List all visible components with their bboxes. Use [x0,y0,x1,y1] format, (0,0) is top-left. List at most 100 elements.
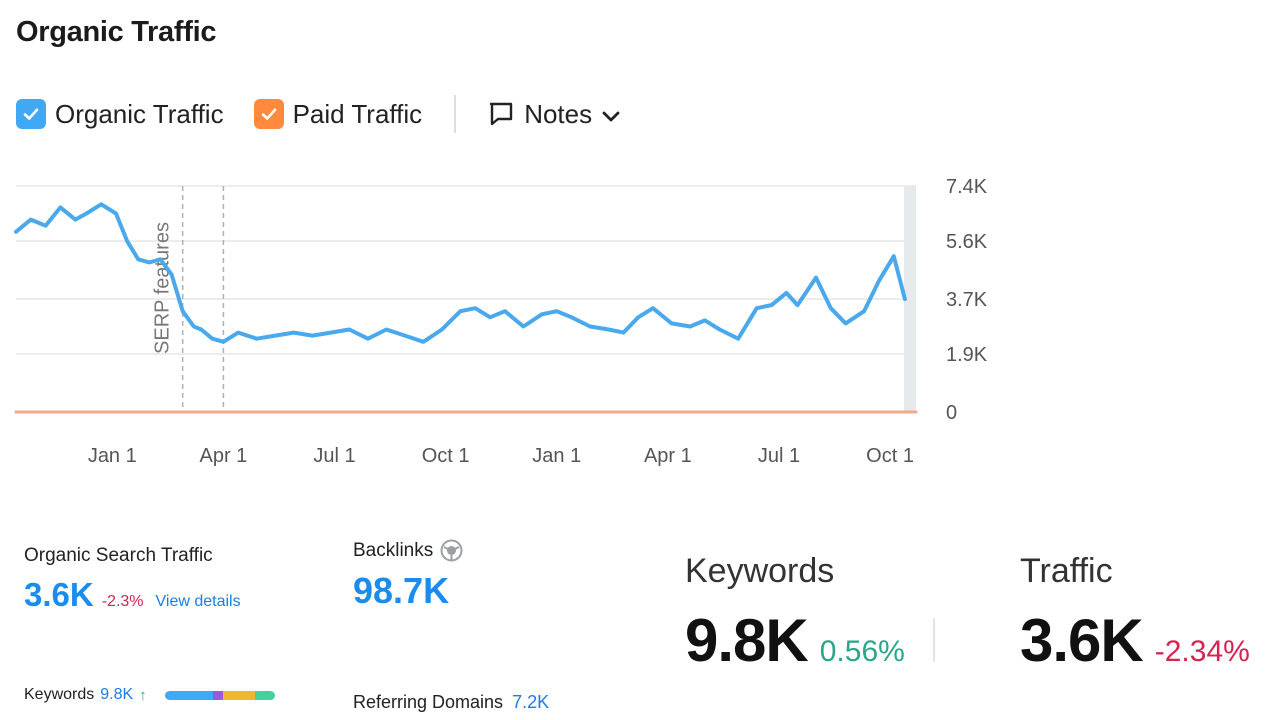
organic-traffic-point [199,327,203,332]
keywords-big-delta: 0.56% [819,635,905,668]
chart-legend: Organic Traffic Paid Traffic Notes [16,94,622,134]
legend-divider [454,95,457,133]
organic-traffic-point [236,330,240,335]
x-tick-label: Oct 1 [866,445,914,467]
check-icon [23,108,39,120]
traffic-big-delta: -2.34% [1154,635,1250,668]
chart-right-edge-band [904,186,916,412]
annotation-label: SERP features [152,222,174,354]
metric-separator [933,618,935,662]
keywords-small-value[interactable]: 9.8K [100,686,134,703]
keywords-summary: Keywords 9.8K ↑ [24,686,275,704]
referring-domains-value[interactable]: 7.2K [512,692,550,712]
organic-search-traffic-row: 3.6K -2.3% View details [24,576,241,614]
organic-traffic-point [784,291,788,295]
keywords-big-value: 9.8K [685,607,809,674]
x-tick-label: Jul 1 [758,445,800,467]
organic-traffic-point [99,202,103,206]
keyword-bar-segment [254,690,275,700]
note-icon [489,102,513,126]
backlinks-label: Backlinks [353,539,434,561]
x-tick-label: Oct 1 [422,445,470,467]
organic-traffic-point [255,337,259,341]
paid-traffic-checkbox[interactable] [253,99,284,129]
organic-traffic-point [651,306,655,310]
organic-traffic-point [221,340,226,344]
x-tick-label: Jul 1 [313,445,355,467]
organic-traffic-point [862,309,866,313]
organic-traffic-point [310,334,314,338]
organic-traffic-point [636,315,640,319]
referring-domains: Referring Domains 7.2K [353,692,549,713]
organic-traffic-chart[interactable]: SERP features 0 1.9K 3.7K 5.6K 7.4K Jan 1 Apr… [0,170,1040,480]
x-tick-label: Apr 1 [200,445,248,467]
notes-label: Notes [524,98,593,129]
organic-traffic-point [769,303,774,307]
x-axis-ticks: Jan 1 Apr 1 Jul 1 Oct 1 Jan 1 Apr 1 Jul 1 Oct 1 [88,445,914,467]
check-icon [261,108,276,120]
page-title: Organic Traffic [16,16,217,48]
organic-traffic-point [903,297,907,301]
organic-traffic-point [795,303,800,307]
organic-traffic-point [569,315,574,319]
keywords-big-row: 9.8K 0.56% [685,606,905,675]
chart-series [14,202,918,414]
organic-traffic-point [210,337,214,341]
paid-traffic-label: Paid Traffic [292,98,423,129]
organic-traffic-point [384,327,388,332]
keyword-distribution-bar [164,690,275,700]
organic-traffic-point [718,327,722,332]
organic-traffic-point [473,306,477,310]
organic-traffic-point [403,334,407,338]
organic-search-traffic-delta: -2.3% [101,593,144,610]
organic-traffic-point [84,211,88,216]
organic-traffic-point [192,324,196,329]
traffic-big-row: 3.6K -2.34% [1020,606,1250,675]
view-details-link[interactable]: View details [155,593,241,610]
paid-traffic-toggle[interactable]: Paid Traffic [253,98,423,130]
keywords-big-label: Keywords [685,552,835,590]
organic-traffic-point [606,327,611,332]
backlinks-info-icon[interactable] [439,538,464,563]
organic-traffic-point [458,309,463,313]
y-axis-ticks: 0 1.9K 3.7K 5.6K 7.4K [946,176,988,424]
organic-traffic-point [366,337,370,341]
organic-traffic-point [621,330,626,335]
organic-traffic-point [147,260,151,264]
organic-traffic-point [273,334,277,338]
y-tick-label: 7.4K [946,176,988,198]
organic-traffic-point [421,340,426,344]
organic-traffic-point [877,279,881,283]
organic-traffic-point [169,272,174,277]
notes-dropdown[interactable]: Notes [486,99,622,130]
organic-traffic-point [136,257,140,261]
organic-traffic-point [844,321,848,326]
organic-traffic-point [29,217,33,222]
organic-traffic-toggle[interactable]: Organic Traffic [16,99,224,130]
organic-search-traffic-value: 3.6K [24,576,94,613]
organic-traffic-point [158,257,163,261]
keyword-bar-segment [213,690,223,700]
organic-traffic-point [755,306,759,310]
organic-traffic-point [688,324,692,329]
traffic-big-label: Traffic [1020,552,1113,590]
organic-traffic-point [58,205,63,209]
organic-traffic-point [892,254,896,258]
organic-traffic-point [329,330,333,335]
trend-up-icon: ↑ [139,686,147,704]
organic-traffic-label: Organic Traffic [55,98,224,129]
traffic-big-value: 3.6K [1020,607,1144,674]
organic-traffic-point [347,327,351,332]
x-tick-label: Jan 1 [88,445,137,467]
backlinks-value[interactable]: 98.7K [353,570,450,611]
keyword-bar-segment [164,690,214,700]
chart-annotations: SERP features [152,186,225,412]
keywords-small-label: Keywords [24,686,95,703]
organic-traffic-line [14,202,907,344]
chart-grid [16,185,916,355]
organic-traffic-point [555,309,559,313]
organic-traffic-point [588,324,592,329]
organic-traffic-checkbox[interactable] [16,99,46,129]
chevron-down-icon [602,111,620,122]
organic-traffic-point [540,312,544,316]
